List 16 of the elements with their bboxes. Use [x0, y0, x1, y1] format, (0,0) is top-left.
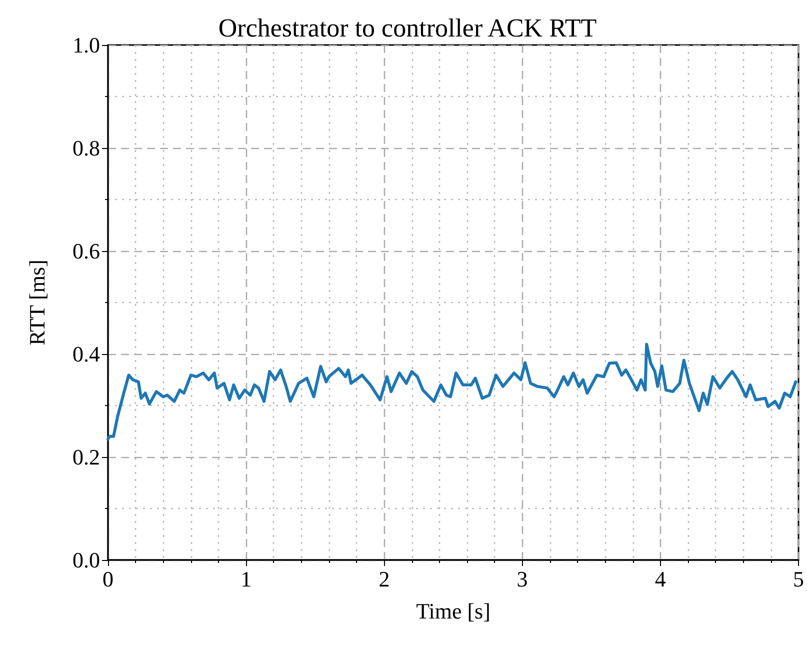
- x-tick-label: 4: [654, 566, 666, 592]
- x-tick-label: 3: [516, 566, 528, 592]
- y-tick-label: 0.6: [72, 238, 100, 264]
- y-tick-label: 0.4: [72, 342, 100, 366]
- x-tick-label: 1: [240, 566, 252, 592]
- y-tick-label: 0.8: [72, 136, 100, 160]
- y-axis-title: RTT [ms]: [24, 260, 50, 346]
- y-tick-label: 0.0: [72, 548, 100, 572]
- line-series: [106, 342, 798, 440]
- x-tick-label: 5: [793, 566, 804, 592]
- y-tick-label: 0.2: [72, 444, 100, 470]
- x-tick-label: 0: [102, 566, 114, 592]
- y-tick-label: 1.0: [72, 32, 100, 58]
- x-tick-label: 2: [378, 566, 390, 592]
- chart-title: Orchestrator to controller ACK RTT: [218, 14, 597, 42]
- x-axis-title: Time [s]: [416, 598, 490, 624]
